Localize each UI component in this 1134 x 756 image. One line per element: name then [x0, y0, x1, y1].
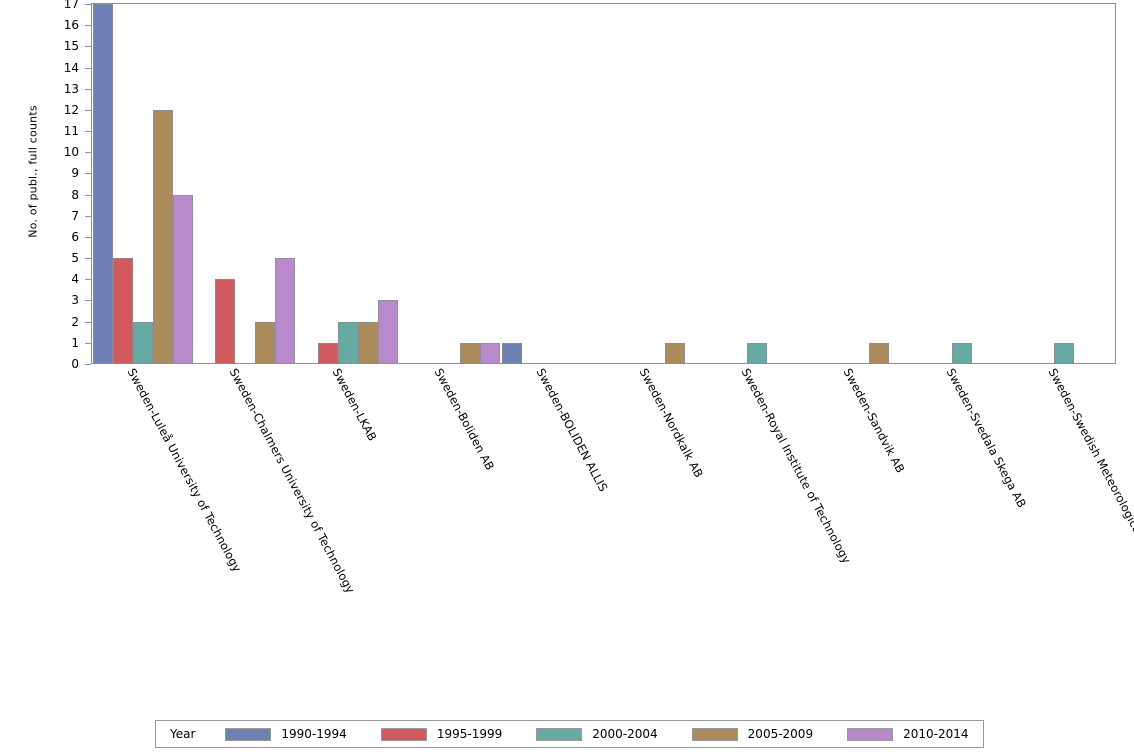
bar[interactable] — [869, 342, 890, 364]
y-axis-ticks: 0 1 2 3 4 5 6 7 8 9 10 11 12 13 14 15 16 17 — [0, 0, 91, 371]
y-tick-mark — [85, 321, 91, 323]
y-tick-mark — [85, 364, 91, 365]
bar[interactable] — [951, 342, 972, 364]
legend-label: 2005-2009 — [747, 727, 814, 741]
x-axis-label: Sweden-Sandvik AB — [840, 366, 908, 476]
bar[interactable] — [113, 258, 134, 364]
y-tick-label: 5 — [71, 251, 79, 266]
legend-item[interactable]: 2010-2014 — [847, 727, 969, 741]
bar[interactable] — [173, 194, 194, 364]
y-tick-mark — [85, 152, 91, 154]
legend-label: 2000-2004 — [592, 727, 658, 741]
legend-item[interactable]: 1990-1994 — [225, 727, 347, 741]
legend: Year 1990-1994 1995-1999 2000-2004 2005-200… — [155, 720, 984, 748]
y-tick-label: 9 — [71, 166, 79, 181]
legend-swatch — [380, 727, 427, 741]
y-tick-label: 1 — [71, 335, 79, 350]
bar[interactable] — [215, 279, 236, 364]
x-axis-label: Sweden-Swedish Meteorological and Hydrol… — [1045, 366, 1134, 675]
y-tick-label: 14 — [63, 60, 79, 75]
legend-swatch — [691, 727, 738, 741]
bar[interactable] — [133, 321, 154, 364]
bar[interactable] — [1053, 342, 1074, 364]
y-tick-mark — [85, 300, 91, 302]
legend-item[interactable]: 1995-1999 — [380, 727, 503, 741]
bar[interactable] — [153, 109, 174, 364]
bars-layer — [92, 4, 1115, 364]
legend-swatch — [536, 727, 583, 741]
y-tick-mark — [85, 88, 91, 90]
bar[interactable] — [317, 342, 338, 364]
y-tick-mark — [85, 46, 91, 48]
x-axis-label: Sweden-Boliden AB — [431, 366, 498, 473]
x-axis-label: Sweden-LKAB — [329, 366, 380, 444]
y-tick-mark — [85, 279, 91, 281]
y-tick-mark — [85, 25, 91, 27]
y-tick-label: 11 — [63, 124, 79, 139]
legend-items: 1990-1994 1995-1999 2000-2004 2005-2009 2010… — [225, 727, 969, 741]
y-tick-mark — [85, 131, 91, 133]
legend-label: 1990-1994 — [281, 727, 347, 741]
y-tick-label: 7 — [71, 208, 79, 223]
bar[interactable] — [502, 342, 523, 364]
legend-swatch — [847, 727, 894, 741]
y-tick-label: 6 — [71, 229, 79, 244]
bar[interactable] — [664, 342, 685, 364]
bar[interactable] — [93, 4, 114, 364]
y-tick-label: 12 — [63, 102, 79, 117]
x-axis-label: Sweden-Chalmers University of Technology — [227, 366, 359, 596]
bar[interactable] — [337, 321, 358, 364]
bar[interactable] — [255, 321, 276, 364]
y-tick-label: 17 — [63, 0, 79, 11]
legend-title: Year — [170, 727, 196, 741]
y-tick-mark — [85, 109, 91, 111]
y-tick-label: 15 — [63, 39, 79, 54]
x-axis-label: Sweden-BOLIDEN ALLIS — [533, 366, 611, 494]
bar[interactable] — [377, 300, 398, 364]
y-tick-label: 3 — [71, 293, 79, 308]
y-tick-mark — [85, 258, 91, 260]
plot-area — [91, 3, 1116, 364]
bar[interactable] — [460, 342, 481, 364]
legend-label: 2010-2014 — [903, 727, 969, 741]
y-tick-mark — [85, 215, 91, 217]
y-tick-mark — [85, 67, 91, 69]
x-axis-labels: Sweden-Luleå University of Technology Swe… — [0, 366, 1134, 706]
y-tick-label: 2 — [71, 314, 79, 329]
y-tick-label: 10 — [63, 145, 79, 160]
x-axis-label: Sweden-Nordkalk AB — [636, 366, 706, 480]
y-tick-mark — [85, 236, 91, 238]
y-tick-label: 16 — [63, 18, 79, 33]
y-tick-label: 4 — [71, 272, 79, 287]
legend-item[interactable]: 2005-2009 — [691, 727, 814, 741]
x-axis-label: Sweden-Royal Institute of Technology — [738, 366, 854, 566]
y-tick-label: 8 — [71, 187, 79, 202]
bar[interactable] — [275, 258, 296, 364]
x-axis-label: Sweden-Luleå University of Technology — [124, 366, 245, 575]
legend-label: 1995-1999 — [436, 727, 503, 741]
y-tick-mark — [85, 173, 91, 175]
legend-item[interactable]: 2000-2004 — [536, 727, 658, 741]
y-tick-label: 0 — [71, 357, 79, 371]
y-tick-mark — [85, 4, 91, 5]
legend-swatch — [225, 727, 272, 741]
y-tick-label: 13 — [63, 81, 79, 96]
y-tick-mark — [85, 342, 91, 344]
x-axis-label: Sweden-Svedala Skega AB — [943, 366, 1029, 511]
bar[interactable] — [480, 342, 501, 364]
y-tick-mark — [85, 194, 91, 196]
bar[interactable] — [357, 321, 378, 364]
bar[interactable] — [746, 342, 767, 364]
